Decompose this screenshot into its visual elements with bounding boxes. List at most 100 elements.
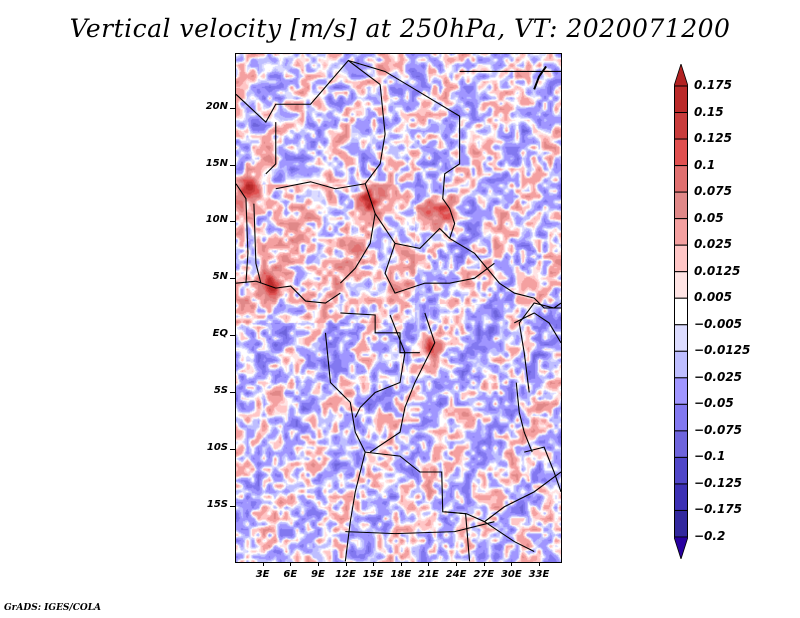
border-drc-east: [369, 312, 436, 453]
grads-credit: GrADS: IGES/COLA: [4, 603, 102, 613]
lon-tick: [290, 562, 292, 566]
colorbar-level-label: 0.05: [694, 210, 724, 225]
border-nigeria-cameroon: [339, 183, 376, 284]
nile-river: [533, 65, 547, 90]
lat-tick: [230, 392, 235, 394]
lon-label: 12E: [335, 569, 356, 580]
colorbar: [673, 62, 689, 561]
colorbar-swatch: [674, 191, 688, 220]
lat-label: 5S: [213, 385, 228, 397]
lon-tick: [538, 562, 540, 566]
colorbar-swatch: [674, 271, 688, 299]
colorbar-swatch: [674, 165, 688, 193]
colorbar-level-label: 0.075: [694, 184, 732, 199]
map-panel: [235, 53, 562, 563]
lat-tick: [230, 221, 235, 223]
border-niger-algeria: [236, 59, 381, 124]
lon-tick: [400, 562, 402, 566]
colorbar-level-label: −0.025: [694, 369, 743, 384]
colorbar-swatch: [674, 324, 688, 352]
colorbar-level-label: 0.0125: [694, 263, 741, 278]
colorbar-bottom-arrow: [673, 536, 689, 561]
lon-tick: [262, 562, 264, 566]
colorbar-swatch: [674, 430, 688, 458]
lat-label: 5N: [212, 271, 228, 283]
border-angola-namibia: [345, 521, 495, 535]
lat-tick: [230, 107, 235, 109]
colorbar-swatch: [674, 138, 688, 167]
colorbar-level-label: 0.175: [694, 78, 732, 92]
colorbar-level-label: 0.1: [694, 157, 716, 172]
colorbar-level-label: −0.075: [694, 422, 743, 437]
colorbar-level-label: 0.15: [694, 104, 724, 119]
border-coast-gulf-guinea: [236, 280, 341, 304]
lon-label: 3E: [255, 569, 270, 580]
border-lake-tanganyika: [515, 382, 533, 453]
lat-tick: [230, 278, 235, 280]
border-mali-niger: [265, 122, 277, 175]
colorbar-level-label: −0.005: [694, 316, 743, 331]
border-sudan-south: [449, 237, 561, 309]
lon-label: 21E: [418, 569, 439, 580]
lon-label: 18E: [390, 569, 412, 580]
lat-label: 15S: [206, 499, 228, 511]
border-chad-sudan: [442, 134, 461, 239]
vertical-velocity-field: [236, 54, 561, 562]
lon-tick: [317, 562, 319, 566]
lon-tick: [428, 562, 430, 566]
lon-label: 15E: [362, 569, 384, 580]
border-zimbabwe: [484, 521, 535, 552]
colorbar-swatch: [674, 244, 688, 273]
colorbar-swatch: [674, 218, 688, 246]
lon-tick: [483, 562, 485, 566]
colorbar-swatch: [674, 85, 688, 114]
border-nigeria-north: [275, 181, 366, 190]
lat-label: 20N: [205, 100, 228, 112]
colorbar-swatch: [674, 483, 688, 511]
lat-label: EQ: [212, 328, 228, 340]
border-cameroon-gabon: [340, 312, 420, 354]
lon-tick: [511, 562, 513, 566]
lon-label: 30E: [500, 569, 522, 580]
colorbar-swatch: [674, 509, 688, 538]
border-car-south: [384, 243, 495, 294]
border-niger-chad: [364, 84, 386, 185]
border-drc-angola: [365, 451, 471, 562]
colorbar-level-label: −0.2: [694, 529, 726, 543]
colorbar-swatch: [674, 456, 688, 485]
border-coast-west: [324, 332, 366, 453]
border-libya-niger: [348, 59, 461, 135]
lon-label: 9E: [310, 569, 325, 580]
lat-label: 10S: [206, 442, 228, 454]
colorbar-swatch: [674, 297, 688, 326]
chart-title: Vertical velocity [m/s] at 250hPa, VT: 2…: [69, 14, 731, 43]
lon-tick: [345, 562, 347, 566]
lon-tick: [373, 562, 375, 566]
lat-label: 10N: [205, 214, 228, 226]
lat-tick: [230, 506, 235, 508]
lat-tick: [230, 449, 235, 451]
border-angola-coast: [344, 451, 366, 562]
border-zambia: [444, 471, 561, 523]
lon-label: 6E: [283, 569, 298, 580]
lon-label: 27E: [473, 569, 495, 580]
border-togo-ghana: [253, 203, 262, 284]
lon-label: 33E: [528, 569, 550, 580]
colorbar-level-label: −0.0125: [694, 343, 751, 358]
colorbar-swatch: [674, 403, 688, 432]
lon-label: 24E: [445, 569, 467, 580]
border-benin: [236, 183, 249, 284]
country-borders: [236, 59, 561, 562]
colorbar-level-label: 0.125: [694, 131, 732, 146]
colorbar-swatch: [674, 350, 688, 379]
colorbar-level-label: −0.05: [694, 396, 734, 411]
colorbar-level-label: −0.1: [694, 449, 726, 464]
lat-tick: [230, 335, 235, 337]
colorbar-level-label: 0.025: [694, 237, 732, 252]
colorbar-swatch: [674, 377, 688, 405]
colorbar-swatch: [674, 112, 688, 140]
border-east-africa-rift: [518, 302, 561, 393]
colorbar-top-arrow: [673, 62, 689, 87]
colorbar-level-label: −0.175: [694, 502, 743, 517]
lat-label: 15N: [205, 157, 228, 169]
